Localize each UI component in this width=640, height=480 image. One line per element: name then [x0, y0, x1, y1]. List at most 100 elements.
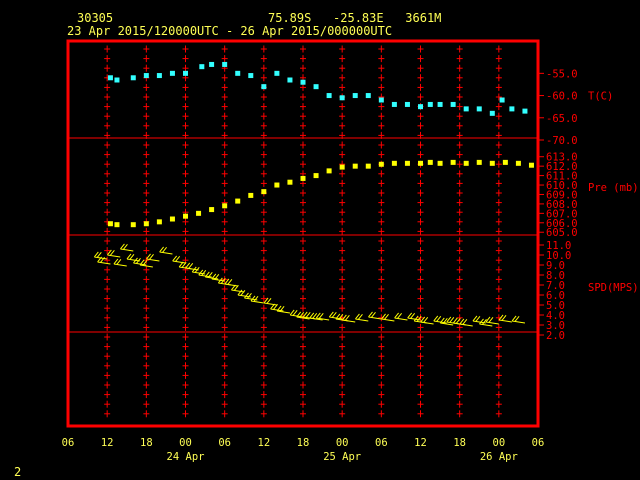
pressure-point: [450, 159, 456, 165]
wind-barb: [439, 317, 454, 326]
temperature-point: [235, 70, 241, 76]
page-number: 2: [14, 465, 22, 479]
wind-barb: [204, 271, 219, 280]
x-tick-label: 06: [375, 437, 388, 449]
x-tick-label: 12: [258, 437, 271, 449]
y-tick-label: 611.0: [546, 171, 578, 183]
x-tick-label: 06: [532, 437, 545, 449]
pressure-point: [143, 221, 149, 227]
pressure-point: [156, 219, 162, 225]
y-tick-label: 10.0: [546, 250, 571, 262]
x-tick-label: 00: [493, 437, 506, 449]
pressure-point: [352, 163, 358, 169]
pressure-point: [476, 159, 482, 165]
wind-barb: [139, 259, 153, 268]
temperature-point: [391, 101, 397, 107]
x-tick-label: 18: [297, 437, 310, 449]
temperature-point: [365, 93, 371, 99]
temperature-point: [169, 70, 175, 76]
wind-barb: [211, 273, 225, 282]
wind-barb: [172, 255, 186, 264]
temperature-point: [199, 64, 205, 70]
y-tick-label: 4.0: [546, 310, 565, 322]
wind-barb: [250, 295, 264, 304]
x-tick-label: 12: [414, 437, 427, 449]
wind-barb: [328, 311, 343, 320]
y-tick-label: 610.0: [546, 180, 578, 192]
wind-barb: [485, 316, 499, 325]
temperature-point: [248, 73, 254, 79]
y-tick-label: 7.0: [546, 280, 565, 292]
pressure-point: [114, 222, 120, 228]
temperature-point: [114, 77, 120, 83]
pressure-point: [300, 175, 306, 181]
y-tick-label: 607.0: [546, 208, 578, 220]
wind-barb: [231, 284, 245, 293]
panel-label: SPD(MPS): [588, 282, 639, 294]
wind-barb: [355, 313, 369, 322]
temperature-point: [499, 97, 505, 103]
wind-barb: [97, 256, 111, 265]
pressure-point: [391, 160, 397, 166]
y-tick-label: 605.0: [546, 227, 578, 239]
wind-barb: [289, 309, 304, 318]
wind-barb: [113, 258, 127, 267]
wind-barb: [133, 257, 147, 266]
temperature-point: [339, 95, 345, 101]
pressure-point: [502, 159, 508, 165]
pressure-point: [404, 160, 410, 166]
pressure-point: [515, 160, 521, 166]
pressure-point: [326, 168, 332, 174]
pressure-point: [463, 160, 469, 166]
y-tick-label: -55.0: [546, 68, 578, 80]
temperature-point: [183, 70, 188, 76]
temperature-point: [427, 101, 433, 107]
x-tick-label: 06: [62, 437, 75, 449]
y-tick-label: -70.0: [546, 135, 578, 147]
wind-barb: [315, 312, 330, 321]
wind-barb: [394, 312, 408, 321]
wind-barb: [270, 303, 284, 312]
temperature-point: [274, 70, 280, 76]
wind-barb: [511, 315, 526, 324]
x-tick-label: 12: [101, 437, 114, 449]
temperature-point: [130, 75, 136, 81]
pressure-point: [248, 192, 254, 198]
pressure-point: [339, 164, 345, 170]
y-tick-label: 2.0: [546, 330, 565, 342]
temperature-point: [463, 106, 469, 112]
wind-barb: [309, 312, 323, 321]
wind-barb: [498, 314, 512, 323]
wind-barb: [126, 253, 140, 262]
pressure-point: [528, 162, 534, 168]
wind-barb: [120, 243, 134, 252]
temperature-point: [418, 104, 423, 110]
pressure-point: [261, 189, 267, 195]
pressure-point: [365, 163, 371, 169]
x-tick-label: 18: [453, 437, 466, 449]
y-tick-label: 11.0: [546, 240, 571, 252]
wind-barb: [433, 315, 447, 324]
y-tick-label: -60.0: [546, 91, 578, 103]
pressure-point: [107, 221, 113, 227]
wind-barb: [224, 278, 238, 287]
wind-barb: [106, 249, 121, 258]
temperature-point: [476, 106, 482, 112]
pressure-point: [222, 203, 228, 209]
wind-barb: [178, 261, 193, 270]
temperature-point: [107, 75, 113, 81]
pressure-point: [130, 222, 136, 228]
period-title: 23 Apr 2015/120000UTC - 26 Apr 2015/0000…: [67, 24, 393, 38]
x-tick-label: 00: [336, 437, 349, 449]
pressure-point: [169, 216, 175, 222]
temperature-point: [300, 79, 306, 85]
temperature-point: [404, 101, 410, 107]
panel-label: Pre (mb): [588, 182, 639, 194]
wind-barb: [341, 314, 356, 323]
y-tick-label: 6.0: [546, 290, 565, 302]
pressure-point: [418, 160, 423, 166]
y-tick-label: 613.0: [546, 152, 578, 164]
y-tick-label: 606.0: [546, 218, 578, 230]
pressure-point: [209, 207, 215, 213]
